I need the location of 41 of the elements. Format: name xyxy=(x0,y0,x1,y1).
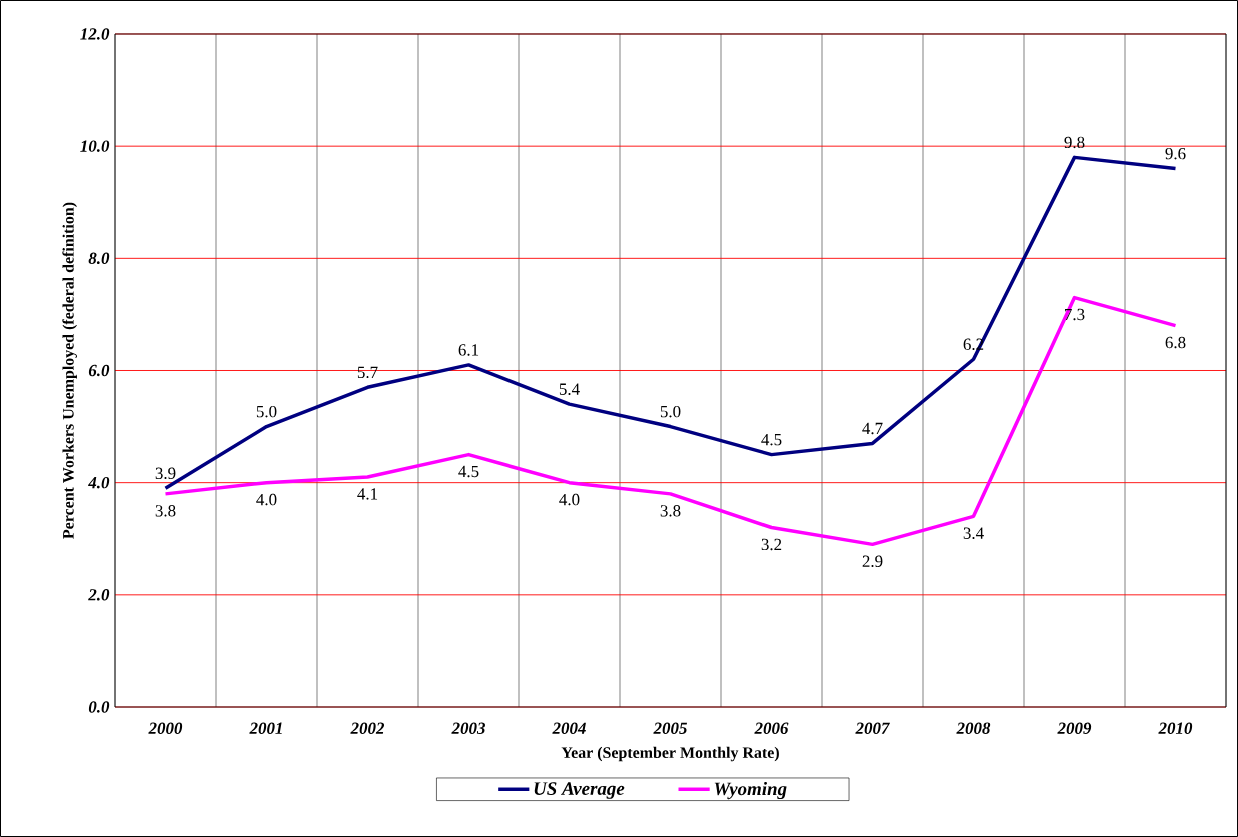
data-label: 3.8 xyxy=(660,505,681,517)
data-label: 3.4 xyxy=(963,527,984,539)
data-label: 4.0 xyxy=(559,493,580,506)
y-tick-label: 4.0 xyxy=(88,476,110,489)
x-tick-label: 2009 xyxy=(1057,722,1092,734)
data-label: 6.8 xyxy=(1165,336,1186,349)
y-tick-label: 6.0 xyxy=(88,364,110,377)
y-tick-label: 2.0 xyxy=(88,589,110,601)
x-tick-label: 2010 xyxy=(1158,722,1193,734)
y-tick-label: 12.0 xyxy=(80,28,110,40)
x-tick-label: 2001 xyxy=(249,722,282,734)
data-label: 4.1 xyxy=(357,488,378,500)
y-axis-title: Percent Workers Unemployed (federal definition) xyxy=(62,202,77,539)
x-tick-label: 2004 xyxy=(552,722,586,734)
data-label: 3.8 xyxy=(155,505,176,517)
data-label: 4.5 xyxy=(458,465,479,478)
data-label: 5.0 xyxy=(660,405,681,418)
x-axis-title: Year (September Monthly Rate) xyxy=(561,746,779,762)
x-tick-label: 2008 xyxy=(956,722,991,734)
data-label: 5.4 xyxy=(559,383,580,395)
data-label: 4.5 xyxy=(761,434,782,446)
data-label: 3.9 xyxy=(155,467,176,480)
x-tick-label: 2006 xyxy=(754,722,789,734)
y-tick-label: 10.0 xyxy=(80,140,110,152)
x-tick-label: 2002 xyxy=(350,722,385,734)
data-label: 4.7 xyxy=(862,422,883,435)
data-label: 2.9 xyxy=(862,555,883,567)
data-label: 9.8 xyxy=(1064,136,1085,149)
legend-label: Wyoming xyxy=(714,781,787,800)
data-label: 4.0 xyxy=(256,493,277,506)
data-label: 9.6 xyxy=(1165,147,1186,160)
data-label: 6.1 xyxy=(458,344,479,356)
x-tick-label: 2007 xyxy=(855,722,890,734)
y-tick-label: 8.0 xyxy=(88,252,110,265)
data-label: 5.0 xyxy=(256,405,277,418)
x-tick-label: 2005 xyxy=(653,722,687,734)
x-tick-label: 2000 xyxy=(148,722,183,734)
legend-label: US Average xyxy=(534,782,625,799)
y-tick-label: 0.0 xyxy=(88,701,110,713)
x-tick-label: 2003 xyxy=(451,722,485,734)
data-label: 3.2 xyxy=(761,538,782,551)
